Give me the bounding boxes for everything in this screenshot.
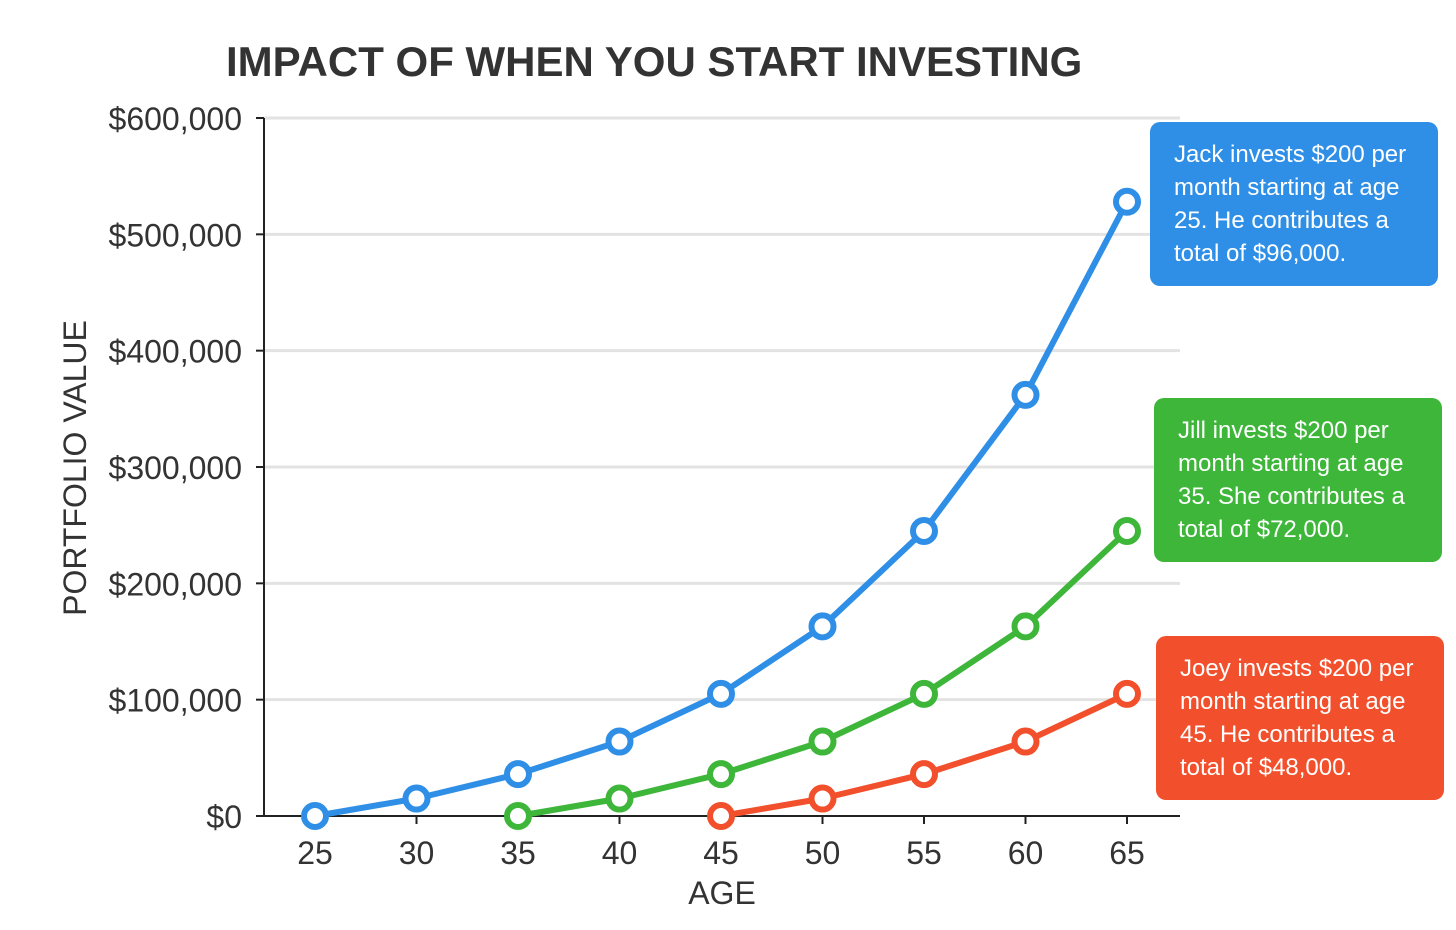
y-tick-label: $500,000 xyxy=(109,217,242,253)
data-point-jill xyxy=(707,760,735,789)
series-jill xyxy=(504,516,1141,830)
data-point-joey xyxy=(707,802,735,830)
x-axis-ticks: 25 30 35 40 45 50 55 60 65 xyxy=(297,816,1145,871)
series-joey xyxy=(707,679,1141,830)
data-point-jill xyxy=(910,679,938,708)
x-tick-label: 35 xyxy=(500,835,536,871)
y-tick-label: $0 xyxy=(206,799,242,835)
data-point-joey xyxy=(808,784,837,813)
data-point-jack xyxy=(504,760,532,789)
y-tick-label: $400,000 xyxy=(109,334,242,370)
series-line-jill xyxy=(515,528,1130,819)
series-group xyxy=(301,187,1141,830)
annotation-joey: Joey invests $200 per month starting at … xyxy=(1156,636,1444,800)
annotation-jack: Jack invests $200 per month starting at … xyxy=(1150,122,1438,286)
data-point-jack xyxy=(1011,380,1040,409)
data-point-jack xyxy=(605,727,634,756)
y-tick-label: $300,000 xyxy=(109,450,242,486)
data-point-jill xyxy=(605,784,634,813)
data-point-joey xyxy=(1113,679,1141,708)
data-point-jack xyxy=(301,802,329,830)
data-point-jill xyxy=(1011,612,1040,641)
series-line-jack xyxy=(312,198,1130,819)
data-point-jill xyxy=(808,727,837,756)
x-tick-label: 55 xyxy=(906,835,942,871)
y-axis-label: PORTFOLIO VALUE xyxy=(57,320,93,616)
data-point-jack xyxy=(1113,187,1141,216)
data-point-jack xyxy=(707,679,735,708)
grid xyxy=(264,116,1180,702)
y-tick-label: $600,000 xyxy=(109,101,242,137)
x-tick-label: 65 xyxy=(1109,835,1145,871)
y-tick-label: $100,000 xyxy=(109,683,242,719)
y-axis-ticks: $0 $100,000 $200,000 $300,000 $400,000 $500,0… xyxy=(109,101,264,835)
x-axis-label: AGE xyxy=(688,875,756,911)
chart-title: IMPACT OF WHEN YOU START INVESTING xyxy=(226,38,1082,85)
x-tick-label: 25 xyxy=(297,835,333,871)
x-tick-label: 30 xyxy=(399,835,435,871)
annotation-jill: Jill invests $200 per month starting at … xyxy=(1154,398,1442,562)
data-point-jack xyxy=(808,612,837,641)
data-point-jill xyxy=(1113,516,1141,545)
x-tick-label: 45 xyxy=(703,835,739,871)
x-tick-label: 40 xyxy=(602,835,638,871)
data-point-joey xyxy=(1011,727,1040,756)
x-tick-label: 60 xyxy=(1008,835,1044,871)
data-point-jack xyxy=(402,784,431,813)
data-point-jack xyxy=(910,516,938,545)
y-tick-label: $200,000 xyxy=(109,566,242,602)
series-jack xyxy=(301,187,1141,830)
data-point-joey xyxy=(910,760,938,789)
x-tick-label: 50 xyxy=(805,835,841,871)
data-point-jill xyxy=(504,802,532,830)
